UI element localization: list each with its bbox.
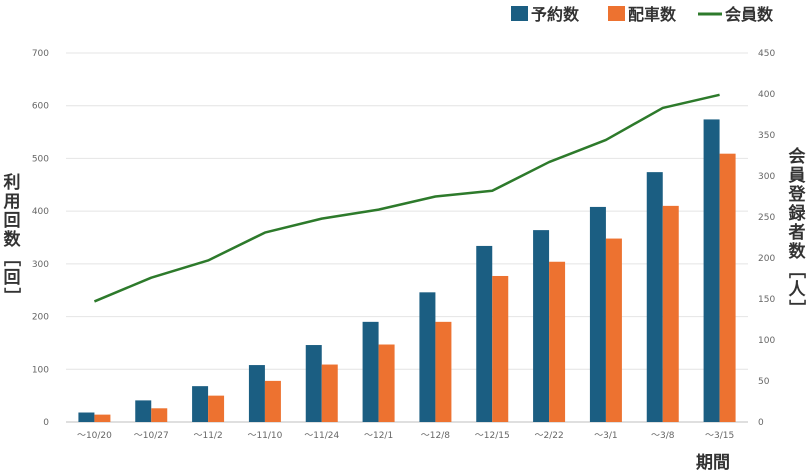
grid-lines bbox=[66, 52, 748, 423]
bar-dispatches bbox=[719, 153, 736, 423]
legend-label: 配車数 bbox=[628, 5, 677, 24]
left-tick-label: 0 bbox=[43, 418, 49, 428]
category-label: ～12/1 bbox=[364, 431, 393, 441]
category-label: ～10/27 bbox=[134, 431, 169, 441]
left-tick-label: 700 bbox=[32, 49, 49, 59]
bar-dispatches bbox=[605, 238, 622, 422]
bar-dispatches bbox=[492, 275, 509, 422]
category-label: ～12/8 bbox=[421, 431, 450, 441]
bar-reservations bbox=[192, 386, 209, 422]
legend-swatch bbox=[511, 6, 528, 21]
left-axis-title: 回 bbox=[4, 268, 21, 288]
right-axis-title: ［ bbox=[786, 262, 807, 279]
category-label: ～11/2 bbox=[193, 431, 222, 441]
legend-label: 会員数 bbox=[725, 5, 774, 24]
bar-reservations bbox=[78, 412, 95, 422]
category-label: ～10/20 bbox=[77, 431, 112, 441]
right-tick-label: 100 bbox=[758, 336, 775, 346]
category-label: ～12/15 bbox=[475, 431, 510, 441]
right-tick-label: 50 bbox=[758, 377, 770, 387]
right-axis-title: 登 bbox=[788, 184, 807, 205]
right-axis-title: 録 bbox=[789, 203, 807, 224]
category-label: ～11/10 bbox=[247, 431, 282, 441]
category-label: ～2/22 bbox=[534, 431, 563, 441]
line-series bbox=[93, 93, 720, 303]
left-axis-title: ］ bbox=[1, 288, 22, 305]
bar-dispatches bbox=[435, 321, 452, 422]
bar-dispatches bbox=[549, 261, 566, 422]
right-tick-label: 250 bbox=[758, 213, 775, 223]
left-axis-title: ［ bbox=[1, 250, 22, 267]
right-tick-label: 450 bbox=[758, 49, 775, 59]
left-axis-ticks: 0 100 200 300 400 500 600 700 bbox=[32, 49, 49, 428]
left-tick-label: 300 bbox=[32, 260, 49, 270]
bar-reservations bbox=[533, 230, 550, 422]
left-tick-label: 600 bbox=[32, 102, 49, 112]
bar-reservations bbox=[589, 206, 606, 422]
right-tick-label: 300 bbox=[758, 172, 775, 182]
legend-swatch bbox=[608, 6, 625, 21]
right-axis-ticks: 0 50 100 150 200 250 300 350 400 450 bbox=[758, 49, 775, 428]
left-axis-title: 回 bbox=[4, 211, 21, 231]
left-tick-label: 500 bbox=[32, 154, 49, 164]
right-tick-label: 150 bbox=[758, 295, 775, 305]
bar-reservations bbox=[703, 119, 720, 423]
line-members bbox=[93, 93, 720, 303]
right-axis-title: 人 bbox=[789, 280, 807, 300]
right-tick-label: 400 bbox=[758, 90, 775, 100]
right-axis-title: 員 bbox=[788, 166, 806, 186]
bar-series bbox=[78, 119, 736, 423]
legend-label: 予約数 bbox=[531, 5, 580, 24]
left-axis-title: 利 bbox=[4, 172, 21, 193]
bar-reservations bbox=[305, 345, 322, 422]
right-tick-label: 350 bbox=[758, 131, 775, 141]
legend: 予約数 配車数 会員数 bbox=[511, 5, 774, 24]
bar-reservations bbox=[646, 172, 663, 422]
bar-dispatches bbox=[151, 408, 168, 422]
bar-dispatches bbox=[662, 205, 679, 422]
bar-reservations bbox=[419, 292, 436, 422]
bar-dispatches bbox=[378, 344, 395, 422]
bar-reservations bbox=[135, 400, 152, 422]
right-axis-title: 者 bbox=[788, 222, 806, 243]
right-axis-title: 会 bbox=[789, 146, 806, 167]
category-axis-labels: ～10/20 ～10/27 ～11/2 ～11/10 ～11/24 ～12/1 ～12/8 ～… bbox=[77, 431, 734, 441]
bar-reservations bbox=[476, 245, 493, 422]
bar-reservations bbox=[248, 365, 265, 422]
right-axis-title: ］ bbox=[786, 300, 807, 317]
left-tick-label: 400 bbox=[32, 207, 49, 217]
left-axis-title: 用 bbox=[4, 192, 21, 212]
category-label: ～11/24 bbox=[304, 431, 339, 441]
bar-dispatches bbox=[208, 395, 225, 422]
bar-reservations bbox=[362, 321, 379, 422]
left-axis-title: 数 bbox=[4, 229, 22, 250]
right-axis-title: 数 bbox=[789, 241, 807, 262]
bar-dispatches bbox=[94, 414, 111, 422]
right-tick-label: 0 bbox=[758, 418, 764, 428]
category-label: ～3/15 bbox=[705, 431, 734, 441]
category-label: ～3/8 bbox=[651, 431, 675, 441]
left-tick-label: 200 bbox=[32, 313, 49, 323]
bar-dispatches bbox=[321, 364, 338, 422]
left-tick-label: 100 bbox=[32, 365, 49, 375]
right-tick-label: 200 bbox=[758, 254, 775, 264]
bar-dispatches bbox=[264, 380, 281, 422]
category-label: ～3/1 bbox=[594, 431, 618, 441]
x-axis-title: 期間 bbox=[696, 453, 730, 473]
